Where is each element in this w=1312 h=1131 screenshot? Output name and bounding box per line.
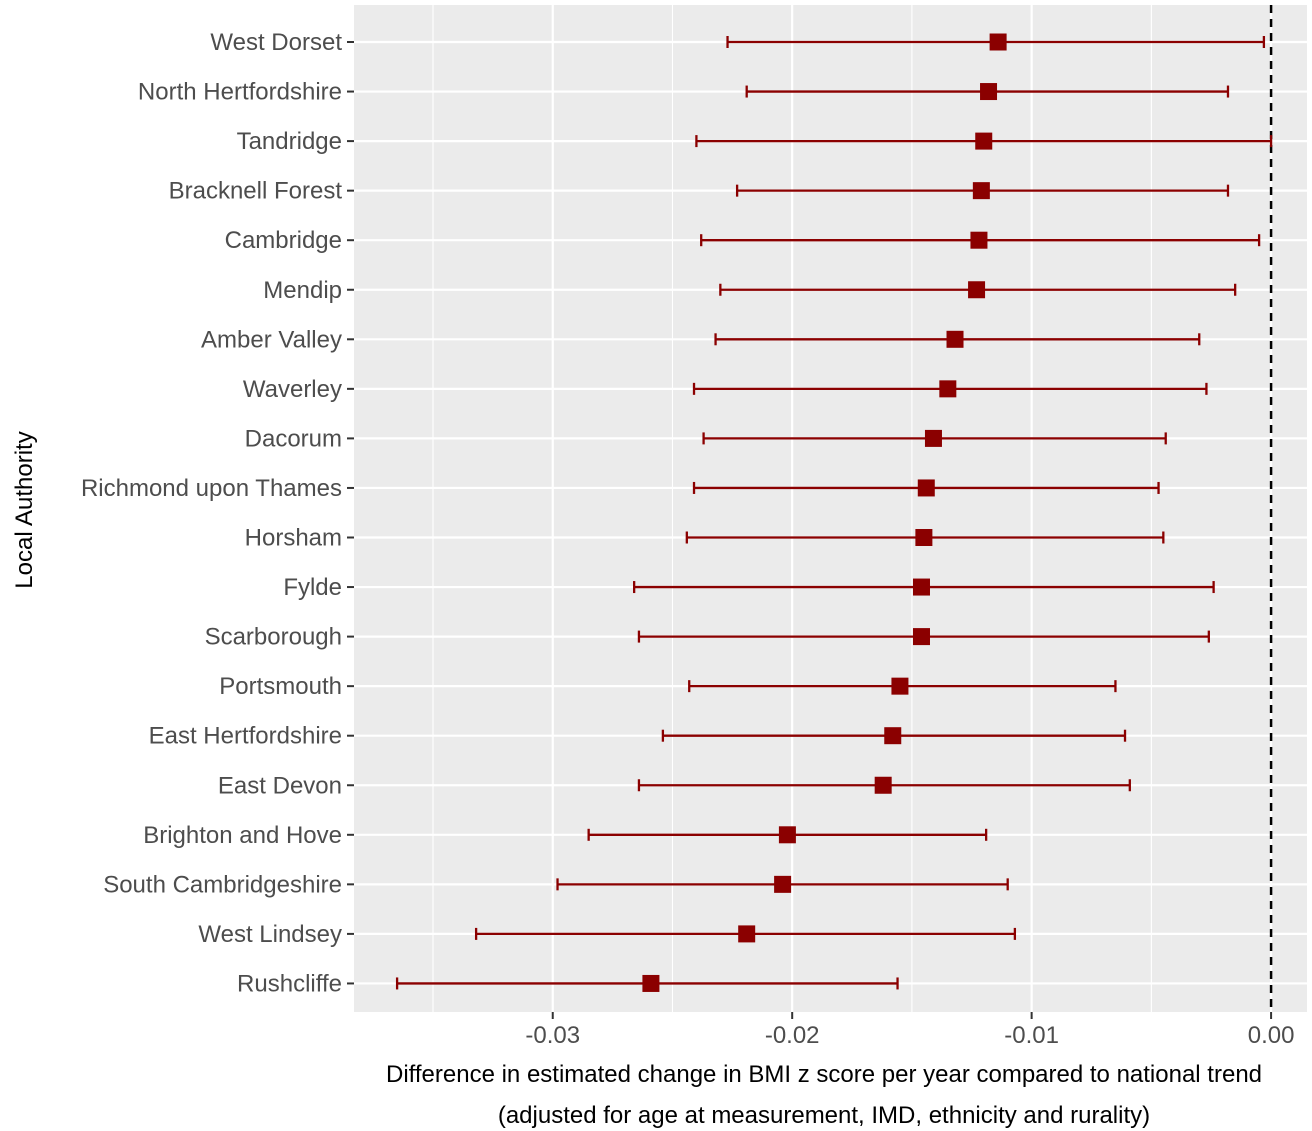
point-estimate: [774, 875, 792, 893]
x-tick-label: -0.01: [1004, 1022, 1059, 1049]
y-tick-label: Amber Valley: [201, 326, 342, 353]
point-estimate: [924, 429, 942, 447]
data-layer: [395, 33, 1273, 992]
x-axis-subtitle: (adjusted for age at measurement, IMD, e…: [498, 1102, 1150, 1129]
point-estimate: [939, 380, 957, 398]
y-tick-label: Richmond upon Thames: [81, 475, 342, 502]
y-tick-label: Portsmouth: [219, 673, 342, 700]
y-axis-title: Local Authority: [11, 431, 38, 588]
point-estimate: [874, 776, 892, 794]
y-tick-label: South Cambridgeshire: [103, 871, 342, 898]
y-tick-label: Scarborough: [205, 624, 342, 651]
y-tick-label: Tandridge: [237, 128, 342, 155]
y-tick-label: North Hertfordshire: [138, 79, 342, 106]
point-estimate: [891, 677, 909, 695]
x-tick-label: 0.00: [1248, 1022, 1295, 1049]
y-tick-label: West Lindsey: [198, 921, 342, 948]
y-tick-label: Horsham: [245, 525, 342, 552]
plot-panel: [354, 5, 1307, 1012]
point-estimate: [642, 974, 660, 992]
y-tick-label: Waverley: [243, 376, 342, 403]
y-tick-label: Brighton and Hove: [143, 822, 342, 849]
y-tick-label: West Dorset: [210, 29, 342, 56]
point-estimate: [968, 281, 986, 299]
y-tick-label: East Devon: [218, 772, 342, 799]
point-estimate: [884, 727, 902, 745]
point-estimate: [915, 529, 933, 546]
point-estimate: [972, 182, 990, 200]
y-tick-label: East Hertfordshire: [149, 723, 342, 750]
x-axis: -0.03 -0.02 -0.01 0.00: [525, 1012, 1294, 1049]
x-tick-label: -0.02: [765, 1022, 820, 1049]
y-tick-label: Bracknell Forest: [169, 178, 343, 205]
y-axis: West Dorset North Hertfordshire Tandridge B…: [81, 29, 354, 997]
point-estimate: [912, 578, 930, 596]
point-estimate: [975, 132, 993, 150]
point-estimate: [980, 83, 998, 101]
y-tick-label: Mendip: [263, 277, 342, 304]
y-tick-label: Cambridge: [225, 227, 342, 254]
point-estimate: [738, 925, 756, 943]
point-estimate: [989, 33, 1007, 51]
point-estimate: [778, 826, 796, 844]
y-tick-label: Dacorum: [245, 425, 342, 452]
point-estimate: [912, 628, 930, 646]
x-axis-title: Difference in estimated change in BMI z …: [386, 1061, 1262, 1088]
y-tick-label: Fylde: [283, 574, 342, 601]
point-estimate: [970, 231, 988, 249]
x-tick-label: -0.03: [525, 1022, 580, 1049]
point-estimate: [917, 479, 935, 497]
y-tick-label: Rushcliffe: [237, 970, 342, 997]
point-estimate: [946, 330, 964, 348]
